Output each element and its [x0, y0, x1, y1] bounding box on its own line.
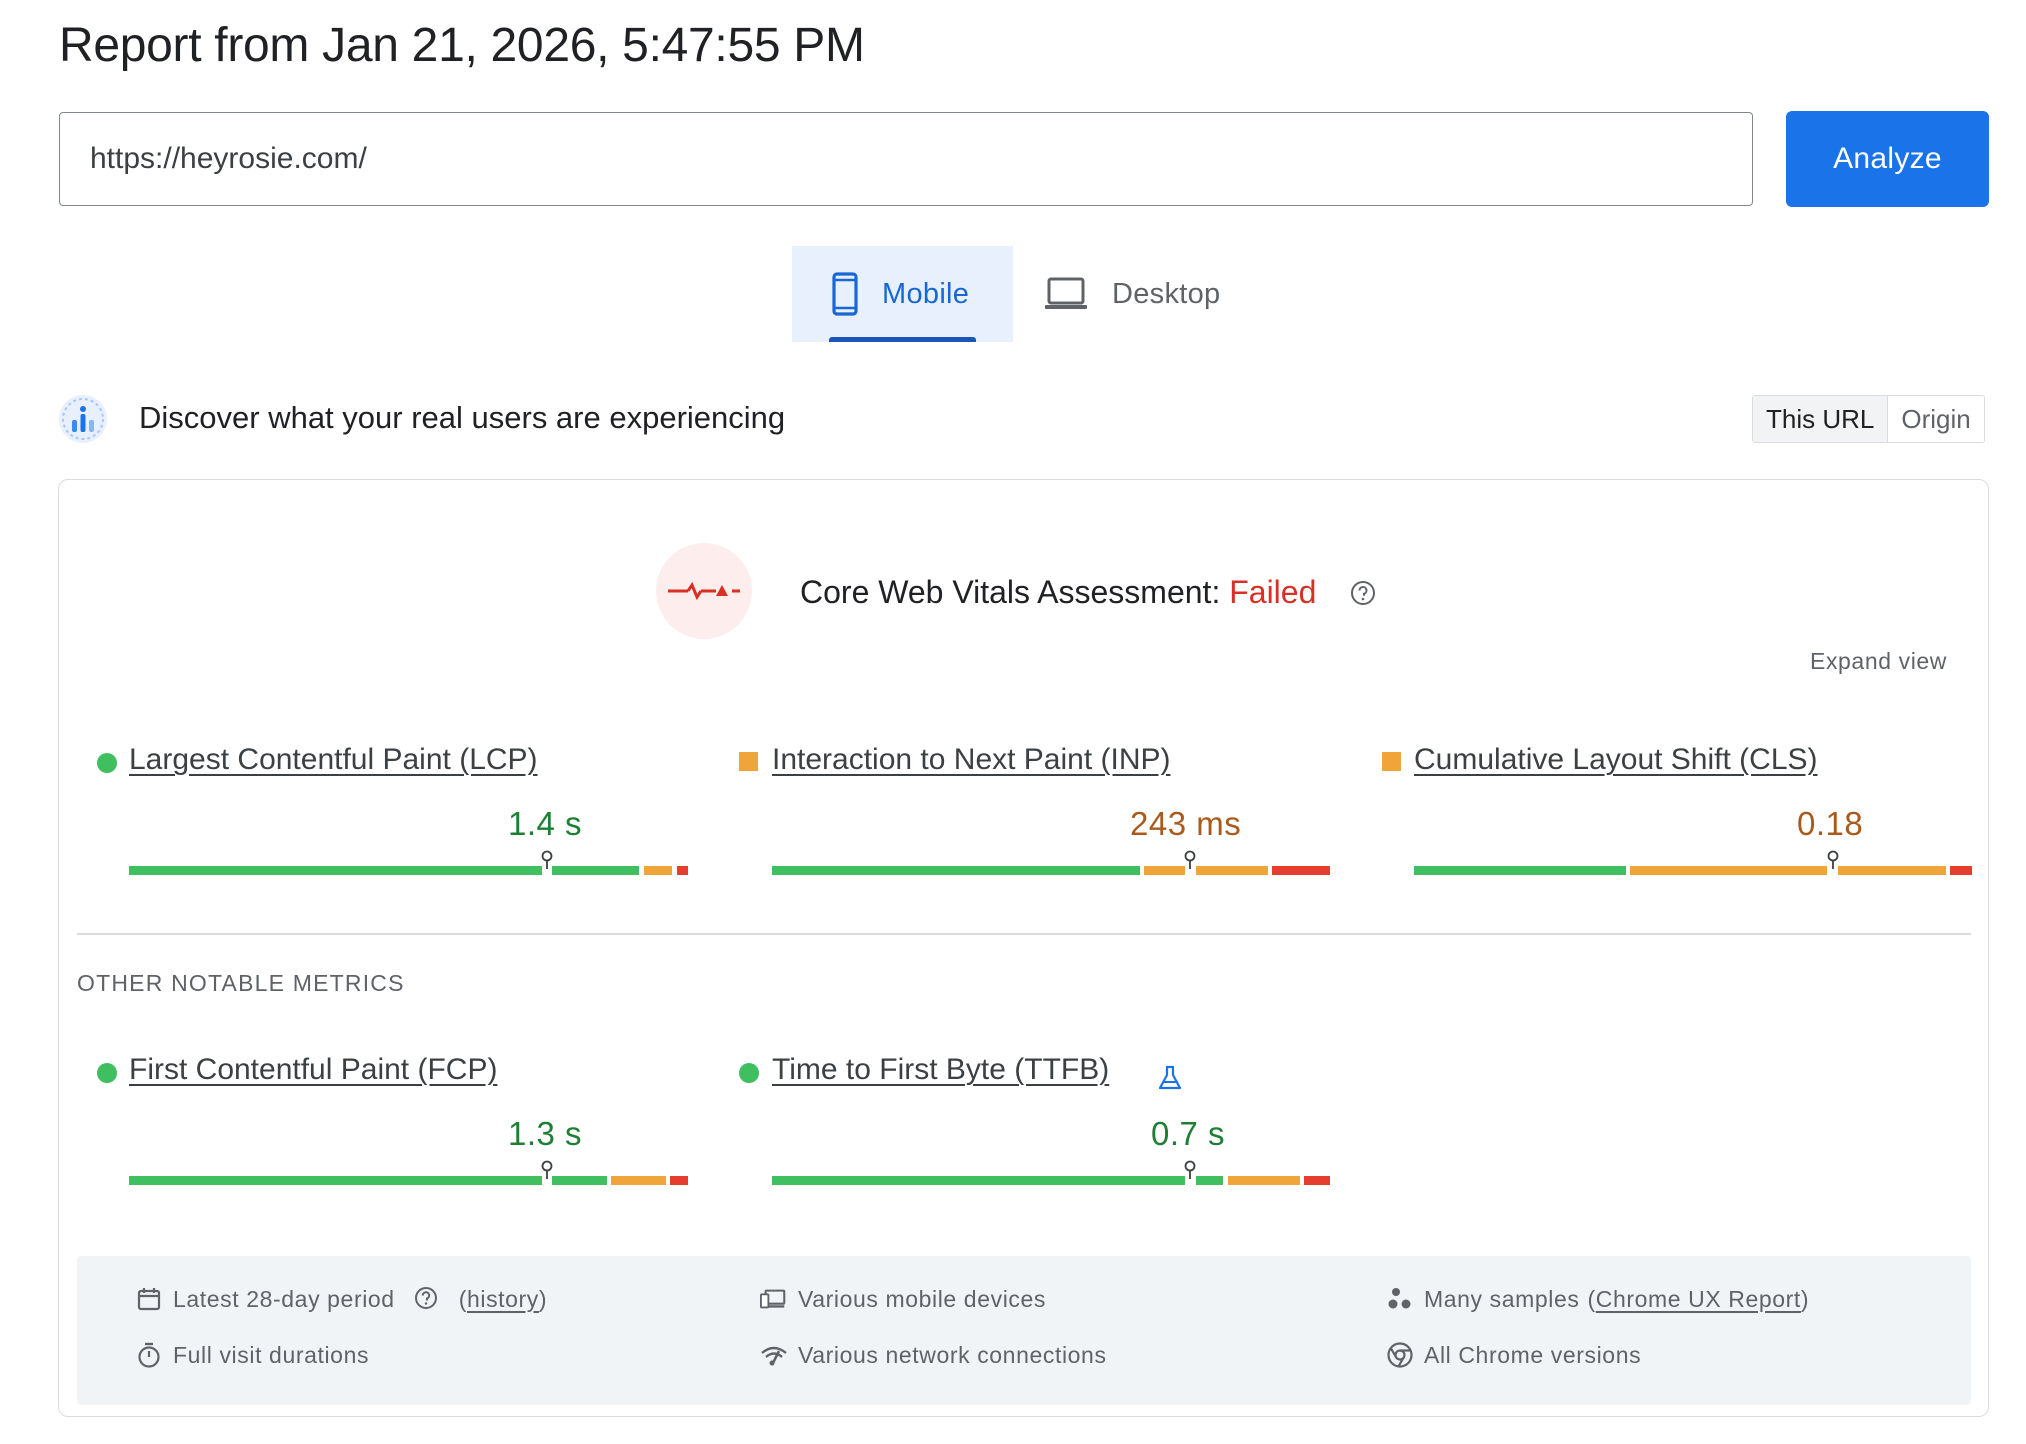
distribution-bar-poor: [1950, 866, 1972, 875]
other-metrics-heading: OTHER NOTABLE METRICS: [77, 970, 405, 996]
section-divider: [77, 933, 1971, 935]
analyze-button[interactable]: Analyze: [1786, 111, 1989, 207]
distribution-bar-good: [552, 1176, 607, 1185]
assessment-title: Core Web Vitals Assessment: Failed: [800, 574, 1316, 611]
percentile-marker-icon: [1184, 850, 1196, 869]
chrome-ux-report-link[interactable]: Chrome UX Report: [1595, 1285, 1801, 1312]
url-input[interactable]: [59, 112, 1753, 206]
distribution-bar-good: [1414, 866, 1626, 875]
help-icon[interactable]: [1350, 580, 1376, 606]
good-indicator-icon: [739, 1063, 759, 1083]
samples-icon: [1386, 1285, 1414, 1313]
failed-assessment-icon: [656, 543, 752, 639]
needs-improvement-indicator-icon: [739, 752, 758, 771]
metric-cls-value: 0.18: [1797, 805, 1864, 842]
data-info-panel: [77, 1256, 1971, 1405]
period-info: Latest 28-day period (history): [135, 1285, 547, 1313]
stopwatch-icon: [135, 1341, 163, 1369]
assessment-status: Failed: [1229, 574, 1317, 610]
distribution-bar-poor: [670, 1176, 688, 1185]
distribution-bar-poor: [1272, 866, 1330, 875]
calendar-icon: [135, 1285, 163, 1313]
distribution-bar-ni: [1630, 866, 1827, 875]
devices-label: Various mobile devices: [798, 1285, 1046, 1312]
distribution-bar-ni: [1196, 866, 1268, 875]
expand-view-link[interactable]: Expand view: [1810, 648, 1948, 674]
distribution-bar-good: [129, 866, 542, 875]
metric-lcp-link[interactable]: Largest Contentful Paint (LCP): [129, 743, 538, 776]
metric-ttfb-link[interactable]: Time to First Byte (TTFB): [772, 1053, 1110, 1086]
distribution-bar-good: [1196, 1176, 1223, 1185]
toggle-origin[interactable]: Origin: [1888, 396, 1984, 442]
devices-info: Various mobile devices: [760, 1285, 1046, 1313]
distribution-bar-ni: [1838, 866, 1946, 875]
percentile-marker-icon: [541, 850, 553, 869]
metric-ttfb-value: 0.7 s: [1151, 1115, 1226, 1152]
needs-improvement-indicator-icon: [1382, 752, 1401, 771]
metric-fcp-link[interactable]: First Contentful Paint (FCP): [129, 1053, 498, 1086]
metric-inp-value: 243 ms: [1130, 805, 1242, 842]
assessment-label: Core Web Vitals Assessment:: [800, 574, 1221, 610]
laptop-icon: [1044, 277, 1088, 311]
devices-icon: [760, 1285, 788, 1313]
chrome-versions-info: All Chrome versions: [1386, 1341, 1641, 1369]
distribution-bar-ni: [611, 1176, 666, 1185]
percentile-marker-icon: [1827, 850, 1839, 869]
url-origin-toggle: This URL Origin: [1752, 395, 1985, 443]
tab-mobile-label: Mobile: [882, 277, 970, 310]
tab-mobile[interactable]: Mobile: [792, 246, 1013, 342]
distribution-bar-ni: [644, 866, 672, 875]
flask-icon: [1157, 1065, 1183, 1091]
tab-desktop[interactable]: Desktop: [1040, 246, 1240, 342]
distribution-bar-poor: [677, 866, 688, 875]
distribution-bar-good: [552, 866, 639, 875]
distribution-bar-ni: [1228, 1176, 1300, 1185]
field-data-heading: Discover what your real users are experi…: [139, 400, 786, 435]
metric-inp-link[interactable]: Interaction to Next Paint (INP): [772, 743, 1171, 776]
metric-fcp-value: 1.3 s: [508, 1115, 583, 1152]
network-label: Various network connections: [798, 1341, 1107, 1368]
help-icon[interactable]: [413, 1285, 441, 1313]
percentile-marker-icon: [1184, 1160, 1196, 1179]
tab-selected-indicator: [829, 337, 976, 342]
chrome-icon: [1386, 1341, 1414, 1369]
distribution-bar-ni: [1144, 866, 1185, 875]
metric-lcp-value: 1.4 s: [508, 805, 583, 842]
smartphone-icon: [832, 272, 858, 316]
page-title: Report from Jan 21, 2026, 5:47:55 PM: [59, 19, 865, 72]
distribution-bar-good: [129, 1176, 542, 1185]
percentile-marker-icon: [541, 1160, 553, 1179]
tab-desktop-label: Desktop: [1112, 277, 1221, 310]
samples-label: Many samples: [1424, 1285, 1580, 1312]
toggle-this-url[interactable]: This URL: [1753, 396, 1889, 442]
distribution-bar-good: [772, 1176, 1185, 1185]
good-indicator-icon: [97, 1063, 117, 1083]
metric-cls-link[interactable]: Cumulative Layout Shift (CLS): [1414, 743, 1818, 776]
durations-info: Full visit durations: [135, 1341, 369, 1369]
good-indicator-icon: [97, 753, 117, 773]
network-icon: [760, 1341, 788, 1369]
samples-info: Many samples (Chrome UX Report): [1386, 1285, 1809, 1313]
network-info: Various network connections: [760, 1341, 1107, 1369]
history-link[interactable]: history: [466, 1285, 539, 1312]
durations-label: Full visit durations: [173, 1341, 370, 1368]
distribution-bar-poor: [1304, 1176, 1330, 1185]
distribution-bar-good: [772, 866, 1140, 875]
period-label: Latest 28-day period: [173, 1285, 395, 1312]
crux-logo-icon: [58, 394, 108, 444]
chrome-versions-label: All Chrome versions: [1424, 1341, 1642, 1368]
